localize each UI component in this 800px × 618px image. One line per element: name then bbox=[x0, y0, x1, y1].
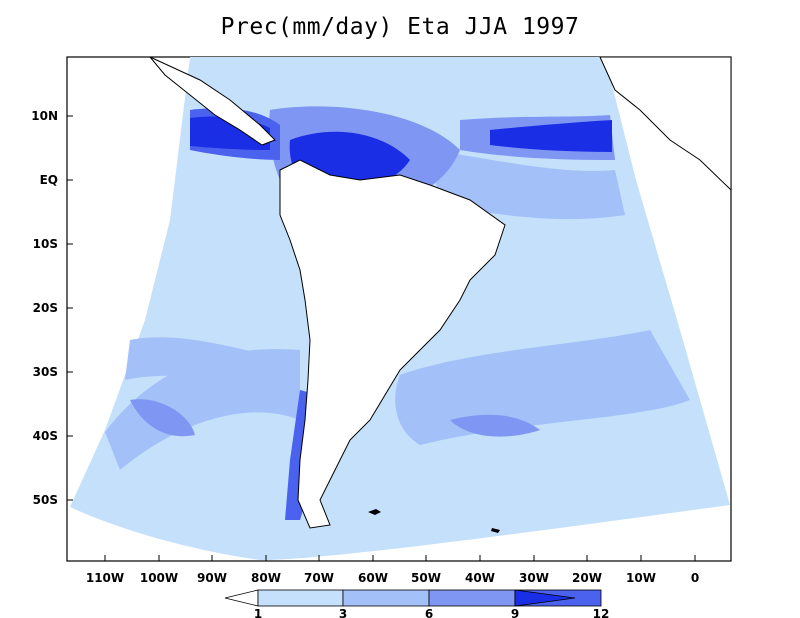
colorbar-label-6: 6 bbox=[425, 607, 433, 618]
lon-label-40W: 40W bbox=[465, 571, 495, 585]
colorbar-label-3: 3 bbox=[339, 607, 347, 618]
lon-label-50W: 50W bbox=[411, 571, 441, 585]
colorbar-lt1 bbox=[224, 589, 259, 607]
lat-label-50S: 50S bbox=[33, 493, 58, 507]
band-south-atlantic-core bbox=[450, 414, 540, 437]
band-itcz-atlantic-core bbox=[490, 120, 612, 152]
band-west-pacific-lat30 bbox=[125, 337, 290, 385]
lat-label-10S: 10S bbox=[33, 237, 58, 251]
lon-label-10W: 10W bbox=[626, 571, 656, 585]
map-title: Prec(mm/day) Eta JJA 1997 bbox=[220, 14, 580, 40]
lat-label-20S: 20S bbox=[33, 301, 58, 315]
colorbar-label-1: 1 bbox=[254, 607, 262, 618]
lat-tick-30S: 30S bbox=[33, 365, 73, 379]
lat-tick-20S: 20S bbox=[33, 301, 73, 315]
lon-label-90W: 90W bbox=[197, 571, 227, 585]
lat-label-30S: 30S bbox=[33, 365, 58, 379]
lat-label-10N: 10N bbox=[31, 109, 58, 123]
colorbar-3-6 bbox=[342, 589, 430, 607]
falkland-islands bbox=[368, 509, 381, 515]
band-tropical-atlantic bbox=[430, 150, 625, 220]
lon-label-0: 0 bbox=[691, 571, 699, 585]
lon-label-60W: 60W bbox=[358, 571, 388, 585]
colorbar: 1 3 6 9 12 bbox=[224, 589, 610, 618]
lat-tick-50S: 50S bbox=[33, 493, 73, 507]
lat-tick-40S: 40S bbox=[33, 429, 73, 443]
lat-label-EQ: EQ bbox=[40, 173, 58, 187]
band-south-atlantic bbox=[395, 330, 690, 445]
lat-tick-EQ: EQ bbox=[40, 173, 73, 187]
central-america bbox=[149, 56, 276, 146]
lon-label-30W: 30W bbox=[519, 571, 549, 585]
colorbar-gt12 bbox=[514, 589, 576, 607]
colorbar-1-3 bbox=[257, 589, 344, 607]
lon-label-20W: 20W bbox=[572, 571, 602, 585]
precipitation-field bbox=[70, 57, 730, 560]
band-south-pacific bbox=[130, 399, 195, 437]
lat-tick-10S: 10S bbox=[33, 237, 73, 251]
lat-axis: 10N EQ 10S 20S 30S 40S 50S bbox=[31, 109, 73, 507]
lon-label-70W: 70W bbox=[304, 571, 334, 585]
lon-label-100W: 100W bbox=[140, 571, 178, 585]
lon-axis: 110W 100W 90W 80W 70W 60W 50W 40W 30W 20… bbox=[86, 555, 699, 585]
lon-label-80W: 80W bbox=[251, 571, 281, 585]
colorbar-6-9 bbox=[428, 589, 516, 607]
colorbar-label-12: 12 bbox=[593, 607, 610, 618]
land-areas bbox=[149, 56, 732, 533]
colorbar-label-9: 9 bbox=[511, 607, 519, 618]
lat-label-40S: 40S bbox=[33, 429, 58, 443]
south-america bbox=[279, 159, 506, 529]
south-georgia bbox=[491, 528, 500, 533]
lat-tick-10N: 10N bbox=[31, 109, 73, 123]
lon-label-110W: 110W bbox=[86, 571, 124, 585]
africa bbox=[599, 56, 732, 192]
